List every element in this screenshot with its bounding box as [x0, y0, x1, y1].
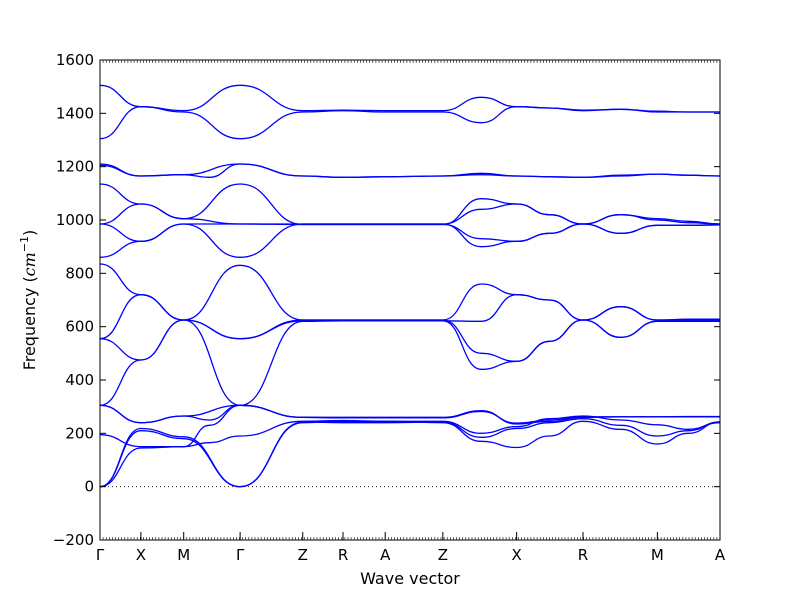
band-line-16 [100, 163, 720, 178]
y-tick-label: 1600 [56, 51, 94, 69]
y-tick-label: 800 [65, 264, 94, 282]
band-line-3 [100, 419, 720, 488]
y-axis-label-exponent: −1 [18, 236, 31, 252]
x-tick-label: Γ [236, 546, 245, 564]
band-line-13 [100, 203, 720, 242]
y-tick-label: −200 [53, 531, 94, 549]
y-axis-label-close: ) [20, 230, 39, 236]
x-axis-minor-ticks [99, 60, 721, 540]
y-tick-label: 0 [84, 478, 94, 496]
y-axis-label: Frequency (cm−1) [18, 230, 39, 371]
y-tick-label: 400 [65, 371, 94, 389]
y-tick-label: 200 [65, 424, 94, 442]
band-line-6 [100, 404, 443, 424]
y-axis-label-text: Frequency ( [20, 276, 39, 370]
x-tick-label: A [380, 546, 391, 564]
x-tick-label: M [651, 546, 664, 564]
x-tick-label: X [136, 546, 146, 564]
x-tick-label: Z [298, 546, 308, 564]
x-tick-label: Z [438, 546, 448, 564]
x-tick-label: R [578, 546, 588, 564]
y-axis-label-unit: cm [20, 252, 39, 276]
y-tick-label: 1400 [56, 104, 94, 122]
y-tick-label: 1200 [56, 158, 94, 176]
x-tick-label: X [511, 546, 521, 564]
x-tick-label: Γ [96, 546, 105, 564]
band-line-1 [100, 415, 720, 488]
x-tick-label: A [715, 546, 726, 564]
x-tick-label: R [338, 546, 348, 564]
band-line-18 [100, 84, 720, 113]
y-tick-label: 1000 [56, 211, 94, 229]
y-tick-label: 600 [65, 318, 94, 336]
series-lines-layer [100, 84, 720, 488]
band-line-14 [100, 183, 720, 226]
x-axis-label: Wave vector [360, 569, 460, 588]
y-axis-ticks: −200 0 200 400 600 800 1000 1200 1400 1600 [53, 51, 720, 549]
x-tick-label: M [177, 546, 190, 564]
band-line-10 [100, 263, 720, 340]
